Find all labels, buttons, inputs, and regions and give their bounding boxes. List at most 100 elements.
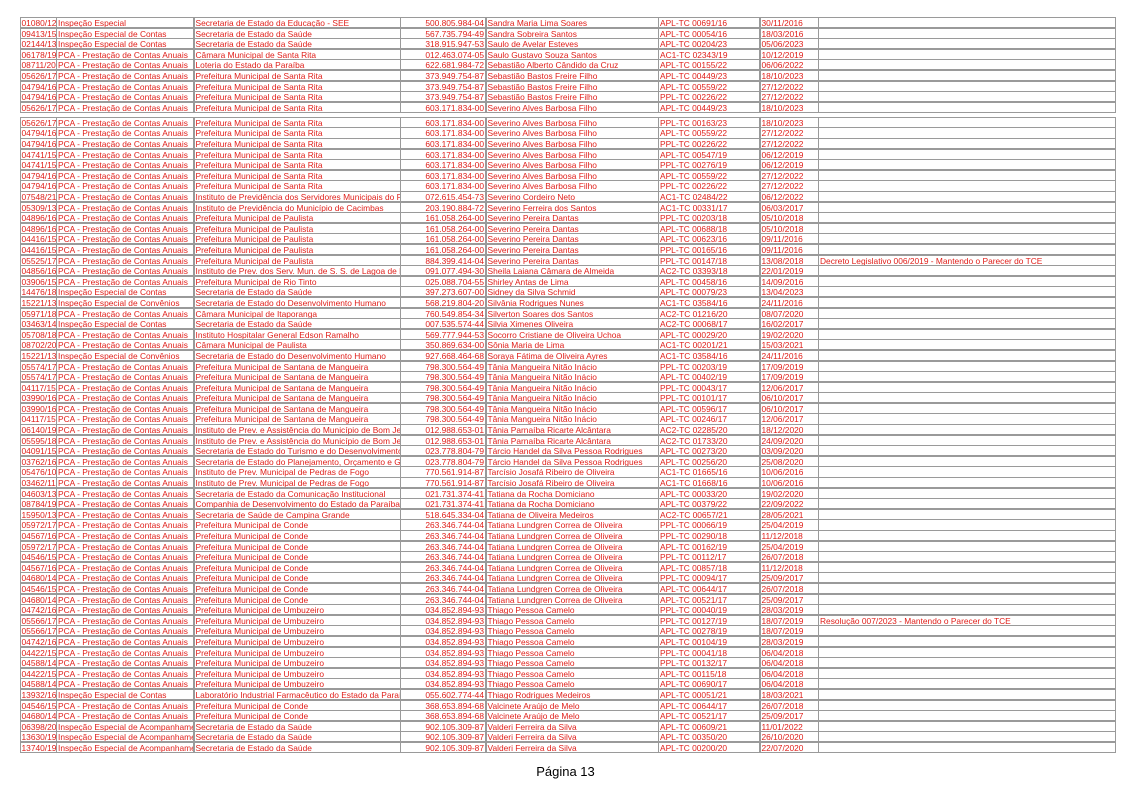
cpf: 091.077.494-30 [400, 265, 486, 277]
decision: APL-TC 00644/17 [658, 582, 760, 595]
note [818, 169, 1116, 181]
entity: Secretaria de Estado do Desenvolvimento … [193, 349, 401, 361]
date: 06/04/2018 [759, 667, 819, 679]
date: 25/09/2017 [759, 710, 819, 722]
entity: Prefeitura Municipal de Conde [193, 593, 401, 605]
person-name: Severino Pereira Dantas [485, 254, 659, 266]
person-name: Sebastião Bastos Freire Filho [485, 91, 659, 103]
entity: Prefeitura Municipal de Umbuzeiro [193, 646, 401, 658]
entity: Instituto de Prev. e Assistência do Muni… [193, 434, 401, 446]
process-number: 05476/10 [19, 466, 57, 478]
cpf: 263.346.744-04 [400, 561, 486, 573]
process-type: Inspeção Especial de Acompanhamen [56, 741, 194, 753]
date: 14/09/2016 [759, 275, 819, 287]
cpf: 603.171.834-00 [400, 116, 486, 128]
date: 05/10/2018 [759, 212, 819, 224]
process-type: PCA - Prestação de Contas Anuais [56, 159, 194, 171]
entity: Prefeitura Municipal de Umbuzeiro [193, 657, 401, 669]
decision: AC1-TC 02343/19 [658, 48, 760, 60]
process-number: 04588/14 [19, 678, 57, 690]
note [818, 625, 1116, 637]
table-row: 04896/16 PCA - Prestação de Contas Anuais… [19, 212, 1120, 224]
person-name: Tatiana Lundgren Correa de Oliveira [485, 572, 659, 584]
decision: APL-TC 00559/22 [658, 80, 760, 92]
table-row: 15221/13 Inspeção Especial de Convênios Se… [19, 349, 1120, 361]
process-number: 04422/15 [19, 667, 57, 679]
person-name: Sandra Maria Lima Soares [485, 17, 659, 29]
process-number: 03990/16 [19, 392, 57, 404]
table-row: 04588/14 PCA - Prestação de Contas Anuais… [19, 657, 1120, 669]
note [818, 593, 1116, 605]
entity: Prefeitura Municipal de Conde [193, 710, 401, 722]
process-type: PCA - Prestação de Contas Anuais [56, 551, 194, 563]
process-type: PCA - Prestação de Contas Anuais [56, 625, 194, 637]
note [818, 381, 1116, 393]
table-row: 09413/15 Inspeção Especial de Contas Secre… [19, 27, 1120, 39]
process-type: PCA - Prestação de Contas Anuais [56, 667, 194, 679]
entity: Secretaria de Estado da Educação - SEE [193, 17, 401, 29]
decision: PPL-TC 00203/19 [658, 360, 760, 372]
cpf: 603.171.834-00 [400, 159, 486, 171]
decision: APL-TC 00690/17 [658, 678, 760, 690]
note [818, 233, 1116, 245]
note [818, 445, 1116, 457]
decision: APL-TC 00458/16 [658, 275, 760, 287]
entity: Secretaria de Estado do Desenvolvimento … [193, 296, 401, 309]
decision: PPL-TC 00127/19 [658, 614, 760, 626]
table-row: 04742/16 PCA - Prestação de Contas Anuais… [19, 604, 1120, 616]
decision: APL-TC 00155/22 [658, 59, 760, 71]
cpf: 373.949.754-87 [400, 91, 486, 103]
person-name: Thiago Pessoa Camelo [485, 635, 659, 648]
entity: Prefeitura Municipal de Santana de Mangu… [193, 381, 401, 393]
date: 08/07/2020 [759, 307, 819, 319]
process-number: 05566/17 [19, 625, 57, 637]
decision: AC1-TC 03584/16 [658, 296, 760, 309]
person-name: Tânia Mangueira Nitão Inácio [485, 371, 659, 383]
table-row: 04416/15 PCA - Prestação de Contas Anuais… [19, 243, 1120, 256]
decision: APL-TC 00623/16 [658, 233, 760, 245]
decision: AC1-TC 00201/21 [658, 339, 760, 351]
note [818, 349, 1116, 361]
date: 24/09/2020 [759, 434, 819, 446]
cpf: 798.300.564-49 [400, 371, 486, 383]
date: 06/12/2022 [759, 191, 819, 203]
process-number: 15221/13 [19, 296, 57, 309]
process-type: Inspeção Especial de Acompanhamen [56, 731, 194, 743]
date: 25/04/2019 [759, 519, 819, 531]
table-row: 04794/16 PCA - Prestação de Contas Anuais… [19, 138, 1120, 150]
date: 30/11/2016 [759, 17, 819, 29]
decision: PPL-TC 00132/17 [658, 657, 760, 669]
person-name: Tânia Parnaíba Ricarte Alcântara [485, 434, 659, 446]
process-type: PCA - Prestação de Contas Anuais [56, 254, 194, 266]
person-name: Severino Alves Barbosa Filho [485, 148, 659, 160]
process-number: 02144/13 [19, 38, 57, 50]
entity: Prefeitura Municipal de Santa Rita [193, 148, 401, 160]
process-type: PCA - Prestação de Contas Anuais [56, 434, 194, 446]
cpf: 798.300.564-49 [400, 381, 486, 393]
note [818, 413, 1116, 425]
cpf: 603.171.834-00 [400, 101, 486, 113]
table-row: 03990/16 PCA - Prestação de Contas Anuais… [19, 402, 1120, 414]
person-name: Sheila Laiana Câmara de Almeida [485, 265, 659, 277]
decision: APL-TC 00200/20 [658, 741, 760, 753]
person-name: Valderi Ferreira da Silva [485, 720, 659, 732]
table-row: 04794/16 PCA - Prestação de Contas Anuais… [19, 127, 1120, 139]
person-name: Tatiana Lundgren Correa de Oliveira [485, 593, 659, 605]
entity: Instituto de Prev. Municipal de Pedras d… [193, 477, 401, 489]
person-name: Thiago Pessoa Camelo [485, 678, 659, 690]
person-name: Sebastião Alberto Cândido da Cruz [485, 59, 659, 71]
entity: Prefeitura Municipal de Conde [193, 530, 401, 542]
entity: Prefeitura Municipal de Conde [193, 561, 401, 573]
decision: AC2-TC 01733/20 [658, 434, 760, 446]
process-number: 04416/15 [19, 233, 57, 245]
person-name: Silvânia Rodrigues Nunes [485, 296, 659, 309]
process-number: 04117/15 [19, 381, 57, 393]
note [818, 466, 1116, 478]
process-number: 04856/16 [19, 265, 57, 277]
process-number: 03906/15 [19, 275, 57, 287]
date: 27/12/2022 [759, 138, 819, 150]
note [818, 530, 1116, 542]
table-row: 05708/18 PCA - Prestação de Contas Anuais… [19, 328, 1120, 340]
entity: Prefeitura Municipal de Santa Rita [193, 116, 401, 128]
cpf: 603.171.834-00 [400, 180, 486, 192]
